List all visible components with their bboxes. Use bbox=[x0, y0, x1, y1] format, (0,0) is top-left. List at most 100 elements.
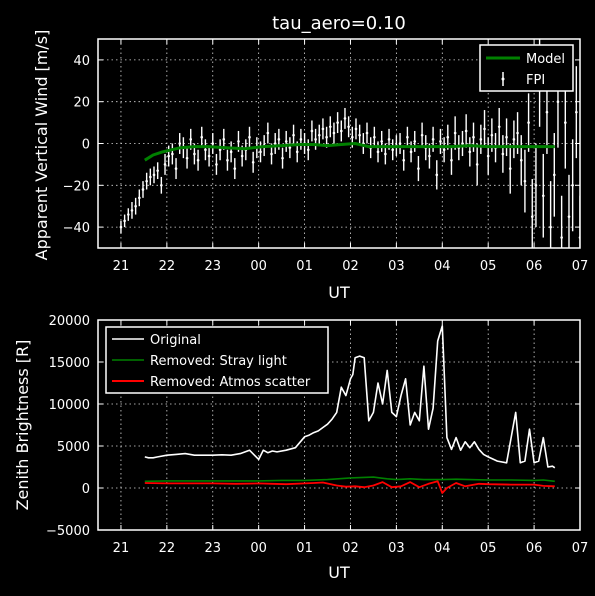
wind-y-axis-label: Apparent Vertical Wind [m/s] bbox=[32, 30, 51, 261]
series-model bbox=[144, 142, 555, 162]
legend-original-label: Original bbox=[150, 333, 201, 348]
fpi-point bbox=[328, 125, 332, 129]
brightness-x-tick-label: 07 bbox=[572, 541, 589, 556]
legend-fpi-label: FPI bbox=[526, 73, 545, 88]
brightness-x-tick-label: 04 bbox=[434, 541, 451, 556]
fpi-point bbox=[321, 127, 325, 131]
fpi-point bbox=[541, 194, 545, 198]
wind-x-tick-label: 21 bbox=[113, 259, 130, 274]
fpi-point bbox=[376, 150, 380, 154]
wind-x-tick-label: 01 bbox=[296, 259, 313, 274]
fpi-point bbox=[325, 135, 328, 139]
fpi-point bbox=[259, 150, 262, 154]
fpi-point bbox=[152, 173, 156, 177]
fpi-point bbox=[211, 142, 215, 145]
fpi-point bbox=[123, 219, 126, 223]
fpi-point bbox=[461, 142, 464, 145]
fpi-point bbox=[560, 236, 563, 239]
fpi-point bbox=[266, 131, 270, 135]
brightness-x-tick-label: 21 bbox=[113, 541, 130, 556]
brightness-y-ticks: −5000 0 5000 10000 15000 20000 bbox=[46, 314, 580, 539]
wind-x-tick-label: 03 bbox=[388, 259, 405, 274]
fpi-point bbox=[178, 142, 182, 145]
wind-panel: tau_aero=0.10 21 22 23 00 01 02 03 04 05 06 07 −40… bbox=[32, 13, 588, 302]
fpi-point bbox=[163, 163, 167, 166]
fpi-point bbox=[431, 138, 435, 141]
brightness-x-tick-label: 00 bbox=[250, 541, 267, 556]
fpi-point bbox=[450, 158, 453, 162]
fpi-point bbox=[167, 154, 170, 158]
wind-y-tick-label: 0 bbox=[82, 138, 90, 153]
fpi-point bbox=[527, 121, 530, 124]
fpi-point bbox=[119, 225, 123, 229]
fpi-point bbox=[519, 158, 523, 162]
fpi-point bbox=[575, 110, 578, 114]
fpi-point bbox=[233, 167, 237, 170]
wind-x-tick-label: 04 bbox=[434, 259, 451, 274]
fpi-point bbox=[299, 138, 303, 141]
fpi-point bbox=[292, 133, 295, 137]
fpi-point bbox=[226, 158, 229, 162]
fpi-point bbox=[218, 148, 222, 152]
wind-y-tick-label: 20 bbox=[73, 96, 90, 111]
fpi-point bbox=[417, 167, 420, 170]
brightness-x-tick-label: 23 bbox=[204, 541, 221, 556]
brightness-x-tick-label: 22 bbox=[159, 541, 176, 556]
fpi-point bbox=[468, 150, 472, 154]
fpi-point bbox=[398, 142, 402, 145]
fpi-point bbox=[351, 135, 354, 139]
fpi-point bbox=[523, 179, 527, 183]
wind-x-axis-label: UT bbox=[328, 283, 350, 302]
fpi-point bbox=[306, 148, 310, 152]
fpi-point bbox=[483, 127, 486, 131]
fpi-point bbox=[240, 154, 244, 158]
wind-y-tick-label: −40 bbox=[63, 221, 90, 236]
fpi-point bbox=[406, 135, 409, 139]
fpi-point bbox=[391, 148, 395, 152]
fpi-point bbox=[145, 179, 148, 183]
fpi-point bbox=[475, 163, 479, 166]
brightness-plot-area bbox=[144, 325, 556, 494]
wind-x-tick-label: 23 bbox=[204, 259, 221, 274]
fpi-point bbox=[420, 133, 424, 137]
series-removed-stray-light bbox=[144, 476, 555, 483]
wind-x-tick-label: 22 bbox=[159, 259, 176, 274]
brightness-grid bbox=[98, 320, 581, 530]
fpi-point bbox=[402, 158, 406, 162]
fpi-point bbox=[486, 154, 490, 158]
fpi-point bbox=[567, 215, 571, 218]
brightness-y-tick-label: −5000 bbox=[46, 524, 90, 539]
wind-plot-area bbox=[119, 39, 580, 248]
fpi-point bbox=[354, 127, 358, 131]
fpi-point bbox=[343, 117, 347, 120]
fpi-point bbox=[160, 184, 163, 187]
fpi-point bbox=[273, 142, 277, 145]
fpi-point bbox=[270, 152, 273, 156]
fpi-point bbox=[552, 173, 556, 177]
fpi-point bbox=[358, 133, 361, 137]
fpi-point bbox=[365, 131, 369, 135]
fpi-point bbox=[472, 135, 475, 139]
fpi-point bbox=[428, 154, 431, 158]
fpi-point bbox=[512, 138, 516, 141]
brightness-x-axis-label: UT bbox=[328, 563, 350, 582]
fpi-point bbox=[200, 135, 204, 139]
fpi-point bbox=[138, 196, 141, 200]
fpi-point bbox=[534, 184, 538, 187]
fpi-point bbox=[141, 188, 145, 191]
fpi-point bbox=[288, 146, 292, 149]
legend-stray-label: Removed: Stray light bbox=[150, 354, 287, 369]
fpi-point bbox=[545, 110, 549, 114]
fpi-point bbox=[556, 100, 560, 103]
wind-x-tick-label: 07 bbox=[572, 259, 589, 274]
legend-atmos-label: Removed: Atmos scatter bbox=[150, 375, 311, 390]
wind-legend: Model FPI bbox=[479, 44, 574, 92]
fpi-point bbox=[384, 152, 387, 156]
fpi-point bbox=[347, 125, 350, 129]
brightness-y-tick-label: 5000 bbox=[57, 440, 90, 455]
brightness-x-tick-label: 01 bbox=[296, 541, 313, 556]
wind-legend-box bbox=[479, 44, 574, 92]
wind-y-tick-label: −20 bbox=[63, 179, 90, 194]
fpi-point bbox=[171, 152, 174, 156]
fpi-point bbox=[479, 138, 483, 141]
